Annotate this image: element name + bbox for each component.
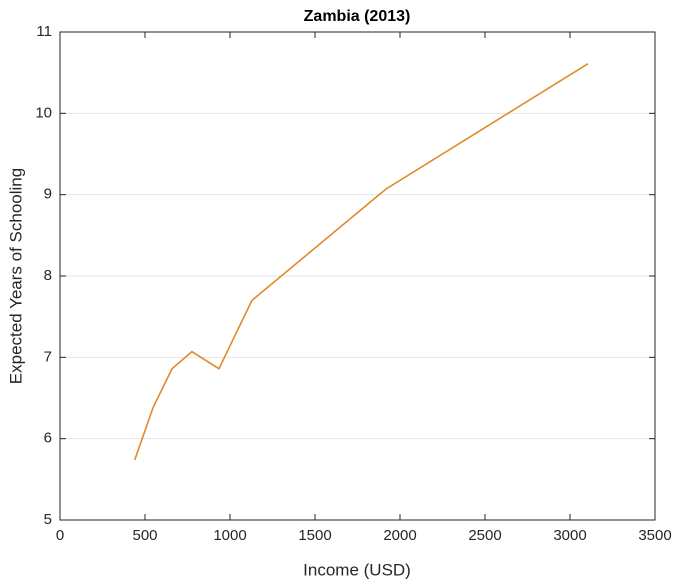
x-tick-label: 3000 — [553, 527, 586, 544]
x-tick-label: 2500 — [468, 527, 501, 544]
axes-box — [59, 31, 656, 521]
x-tick-label: 1500 — [298, 527, 331, 544]
y-tick-label: 9 — [44, 186, 52, 203]
chart-title: Zambia (2013) — [304, 8, 411, 25]
y-tick-label: 10 — [35, 104, 52, 121]
y-axis-label: Expected Years of Schooling — [6, 168, 25, 384]
x-tick-label: 1000 — [213, 527, 246, 544]
y-tick-label: 6 — [44, 430, 52, 447]
line — [134, 63, 589, 461]
y-tick-label: 7 — [44, 348, 52, 365]
x-tick-label: 0 — [56, 527, 64, 544]
x-tick-label: 2000 — [383, 527, 416, 544]
y-tick-label: 8 — [44, 267, 52, 284]
x-axis-label: Income (USD) — [303, 560, 411, 579]
x-tick-label: 500 — [132, 527, 157, 544]
y-tick-label: 11 — [36, 23, 52, 40]
x-tick-label: 3500 — [638, 527, 671, 544]
y-tick-label: 5 — [44, 511, 52, 528]
